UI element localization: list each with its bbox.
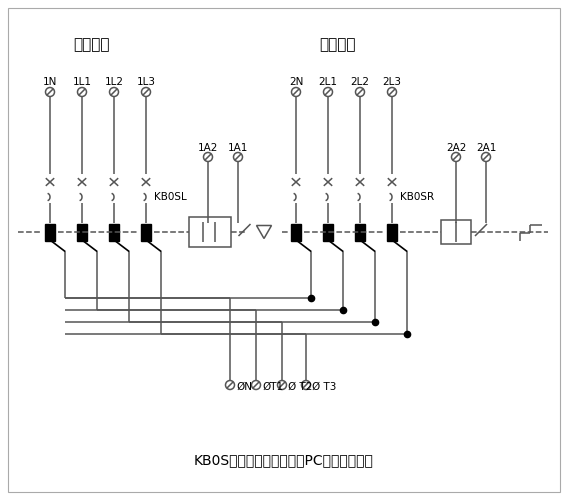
Text: ØT1: ØT1 [262,382,283,392]
Text: 1L2: 1L2 [105,77,123,87]
Text: ØN: ØN [236,382,252,392]
Text: Ø T2: Ø T2 [288,382,312,392]
Text: KB0SR: KB0SR [400,192,434,202]
Text: 1N: 1N [43,77,57,87]
Text: Ø T3: Ø T3 [312,382,336,392]
Bar [441,220,471,244]
Bar [77,224,87,240]
Text: 2A1: 2A1 [476,143,496,153]
Text: 备用电源: 备用电源 [320,38,356,52]
Bar [323,224,333,240]
Text: 2L1: 2L1 [319,77,337,87]
Text: 2A2: 2A2 [446,143,466,153]
Text: 1A2: 1A2 [198,143,218,153]
Bar [291,224,301,240]
Text: 1L3: 1L3 [136,77,156,87]
Text: 2N: 2N [289,77,303,87]
Text: 常用电源: 常用电源 [74,38,110,52]
Bar [45,224,55,240]
Text: KB0SL: KB0SL [154,192,187,202]
Text: 2L2: 2L2 [350,77,370,87]
Bar [141,224,151,240]
Text: KB0S双电源自动转换开关PC级电气原理图: KB0S双电源自动转换开关PC级电气原理图 [194,453,374,467]
Text: 1A1: 1A1 [228,143,248,153]
Text: 1L1: 1L1 [73,77,91,87]
Bar [355,224,365,240]
Bar [109,224,119,240]
Text: 2L3: 2L3 [382,77,402,87]
Bar [387,224,397,240]
Bar [189,217,231,247]
